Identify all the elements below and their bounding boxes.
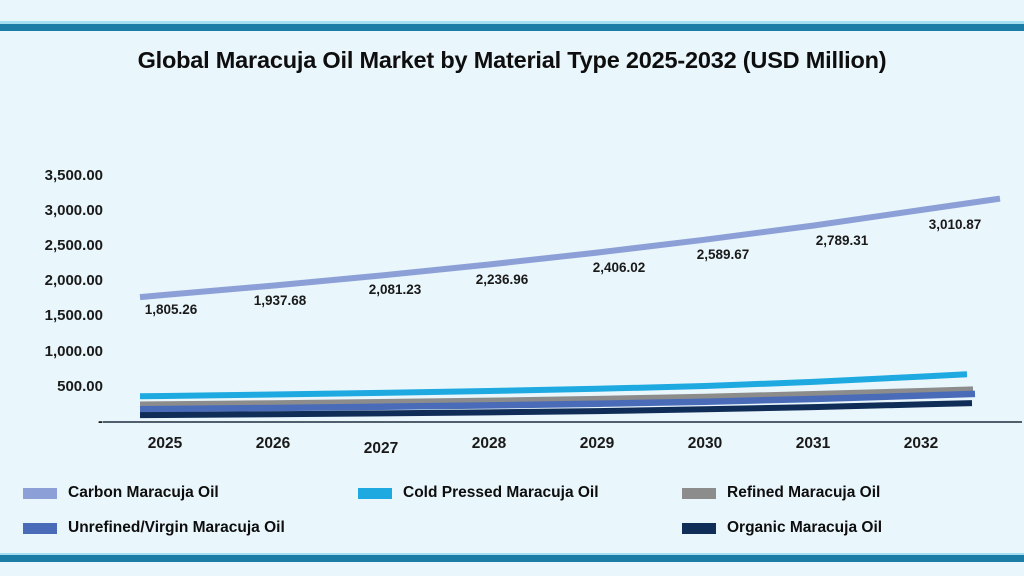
y-tick-label: 1,000.00 [44,342,103,360]
x-axis-label: 2027 [363,440,399,457]
legend-swatch-refined [682,487,716,499]
data-label: 1,937.68 [253,292,307,308]
x-axis-label: 2032 [903,435,939,452]
legend-label-organic: Organic Maracuja Oil [727,519,883,536]
y-tick-label: 500.00 [57,377,103,395]
y-tick-label: 1,500.00 [44,307,103,325]
legend-label-unrefined-virgin: Unrefined/Virgin Maracuja Oil [68,519,285,536]
series-line-0 [139,195,1001,301]
series-line-4 [139,400,973,419]
series-line-2 [139,386,974,408]
x-axis-label: 2029 [579,435,615,452]
data-label: 3,010.87 [928,217,982,233]
series-line-3 [139,390,976,413]
legend-swatch-cold-pressed [358,487,392,499]
legend-item-carbon: Carbon Maracuja Oil [23,485,219,501]
top-accent-bar [0,24,1024,31]
chart-title: Global Maracuja Oil Market by Material T… [137,47,887,73]
legend-label-carbon: Carbon Maracuja Oil [68,484,219,501]
legend-swatch-unrefined-virgin [23,522,57,534]
legend-item-cold-pressed: Cold Pressed Maracuja Oil [358,485,599,501]
x-axis-label: 2030 [687,435,723,452]
data-label: 1,805.26 [144,301,198,317]
data-label: 2,589.67 [696,246,750,262]
data-label: 2,081.23 [368,282,422,298]
legend-item-unrefined-virgin: Unrefined/Virgin Maracuja Oil [23,520,285,536]
data-label: 2,789.31 [815,232,869,248]
bottom-accent-bar-light [0,553,1024,555]
y-tick-label: 2,500.00 [44,237,103,254]
x-axis-label: 2025 [147,435,183,452]
data-label: 2,406.02 [592,259,646,275]
y-tick-label: 2,000.00 [44,272,103,290]
legend-item-organic: Organic Maracuja Oil [682,520,882,536]
legend-swatch-organic [682,522,716,534]
legend-label-cold-pressed: Cold Pressed Maracuja Oil [403,484,599,501]
x-axis-label: 2026 [255,435,291,452]
legend-label-refined: Refined Maracuja Oil [727,484,881,501]
legend-item-refined: Refined Maracuja Oil [682,485,880,501]
y-tick-label: 3,500.00 [44,166,103,184]
top-accent-bar-light [0,21,1024,24]
x-axis-label: 2031 [795,435,831,452]
legend-swatch-carbon [23,487,57,499]
data-label: 2,236.96 [475,271,529,287]
y-tick-label: 3,000.00 [44,201,103,219]
x-axis-label: 2028 [471,435,507,452]
series-line-1 [139,371,968,400]
y-tick-label: - [98,413,103,430]
bottom-accent-bar [0,555,1024,562]
